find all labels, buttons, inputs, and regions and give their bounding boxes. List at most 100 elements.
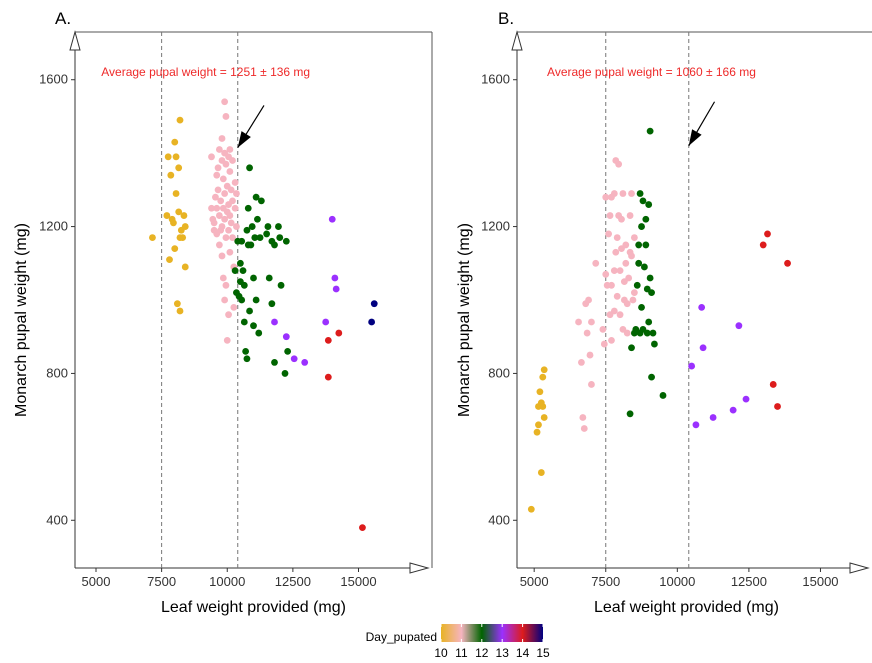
data-point-day-11 — [222, 234, 230, 241]
legend-tick-label: 15 — [536, 646, 550, 660]
data-point-day-13 — [735, 322, 743, 330]
data-point-day-13 — [729, 406, 737, 414]
data-point-day-12 — [263, 230, 271, 238]
data-point-day-11 — [221, 215, 229, 223]
data-point-day-12 — [276, 234, 284, 241]
data-point-day-11 — [227, 186, 235, 194]
data-point-day-10 — [537, 469, 545, 476]
data-point-day-10 — [171, 245, 179, 253]
x-tick-label: 7500 — [147, 574, 176, 589]
data-point-day-11 — [218, 223, 226, 230]
data-point-day-11 — [218, 135, 226, 142]
data-point-day-11 — [588, 318, 595, 326]
data-point-day-12 — [635, 259, 643, 267]
data-point-day-11 — [229, 157, 236, 164]
data-point-day-11 — [212, 193, 219, 201]
data-point-day-14 — [335, 329, 343, 337]
data-point-day-12 — [250, 274, 257, 282]
data-point-day-11 — [599, 325, 607, 333]
data-point-day-10 — [181, 223, 189, 230]
x-tick-label: 12500 — [731, 574, 767, 589]
data-point-day-13 — [331, 274, 339, 282]
data-point-day-11 — [225, 311, 232, 319]
data-point-day-12 — [255, 329, 263, 337]
data-point-day-10 — [172, 190, 180, 197]
data-point-day-10 — [527, 505, 535, 513]
data-point-day-11 — [585, 296, 592, 304]
data-point-day-11 — [622, 259, 630, 267]
y-axis-title: Monarch pupal weight (mg) — [13, 223, 30, 417]
y-axis-arrow-icon — [69, 30, 81, 51]
panel-label: B. — [498, 9, 514, 28]
data-point-day-13 — [328, 215, 336, 223]
data-point-day-12 — [642, 215, 650, 223]
data-point-day-11 — [612, 248, 620, 256]
data-point-day-13 — [282, 333, 290, 341]
data-point-day-11 — [229, 197, 236, 205]
data-point-day-11 — [223, 336, 231, 344]
data-point-day-12 — [651, 340, 658, 348]
x-tick-label: 5000 — [82, 574, 111, 589]
data-point-day-13 — [332, 285, 340, 293]
y-axis-title: Monarch pupal weight (mg) — [456, 223, 473, 417]
y-tick-label: 400 — [46, 512, 68, 527]
data-point-day-12 — [243, 226, 251, 234]
data-point-day-12 — [639, 197, 647, 205]
data-point-day-12 — [646, 274, 654, 282]
data-point-day-11 — [608, 336, 615, 344]
data-point-day-12 — [257, 197, 265, 205]
data-point-day-12 — [275, 223, 282, 230]
data-point-day-14 — [769, 381, 777, 388]
data-point-day-13 — [699, 344, 707, 352]
data-point-day-12 — [252, 193, 260, 201]
data-point-day-11 — [214, 164, 222, 172]
data-point-day-10 — [171, 138, 179, 146]
data-point-day-12 — [271, 359, 278, 366]
data-point-day-11 — [226, 146, 234, 153]
data-point-day-13 — [698, 303, 706, 311]
data-point-day-12 — [248, 223, 256, 230]
data-point-day-11 — [580, 425, 588, 432]
data-point-day-11 — [229, 234, 236, 241]
data-point-day-12 — [284, 347, 292, 355]
data-point-day-14 — [764, 230, 771, 238]
panel-b: 5000 7500 10000 12500 15000 400 800 1200 1600 Ave… — [456, 9, 872, 616]
legend-color-bar — [441, 624, 543, 642]
data-point-day-14 — [324, 336, 332, 344]
data-point-day-11 — [629, 296, 637, 304]
data-point-day-10 — [172, 153, 180, 161]
data-point-day-11 — [210, 219, 218, 227]
data-point-day-11 — [226, 212, 234, 219]
data-point-day-11 — [575, 318, 582, 326]
data-point-day-11 — [588, 381, 595, 388]
data-point-day-12 — [254, 215, 261, 223]
data-point-day-15 — [370, 300, 378, 308]
data-point-day-12 — [256, 234, 264, 241]
data-point-day-11 — [613, 292, 621, 300]
y-tick-label: 800 — [488, 365, 510, 380]
data-point-day-12 — [236, 259, 244, 267]
data-point-day-12 — [277, 281, 285, 289]
data-point-day-11 — [215, 241, 223, 249]
data-point-day-11 — [208, 153, 215, 161]
data-point-day-12 — [626, 410, 634, 418]
data-point-day-12 — [247, 241, 255, 249]
data-point-day-11 — [625, 274, 633, 282]
data-point-day-10 — [535, 421, 542, 429]
panel-label: A. — [55, 9, 71, 28]
legend: Day_pupated 10 11 12 13 14 15 — [366, 624, 550, 660]
data-point-day-12 — [642, 241, 650, 249]
y-axis-arrow-icon — [511, 30, 523, 51]
data-point-day-11 — [628, 252, 635, 260]
data-point-day-12 — [640, 263, 648, 271]
data-point-day-12 — [633, 281, 641, 289]
data-point-day-11 — [615, 160, 623, 168]
data-point-day-11 — [578, 359, 585, 366]
data-point-day-12 — [265, 274, 273, 282]
x-tick-label: 10000 — [659, 574, 695, 589]
data-point-day-12 — [239, 267, 247, 275]
data-point-day-11 — [221, 190, 229, 197]
data-point-day-11 — [226, 168, 234, 175]
data-point-day-10 — [164, 153, 172, 161]
